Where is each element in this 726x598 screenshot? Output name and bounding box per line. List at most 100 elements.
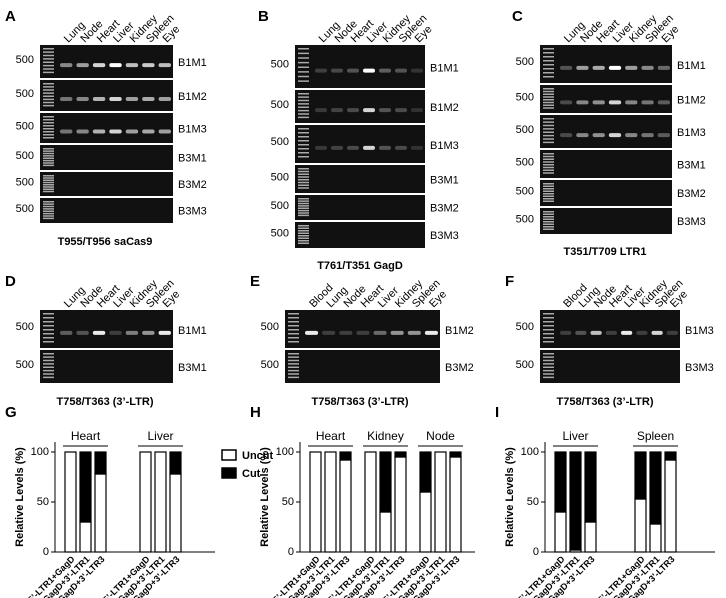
- band: [363, 108, 375, 113]
- ladder-band: [43, 217, 54, 220]
- bar-segment: [554, 511, 567, 553]
- ladder-band: [43, 205, 54, 208]
- gel-row: [40, 172, 173, 196]
- ladder-band: [43, 137, 54, 139]
- gel-row: [295, 90, 425, 123]
- band: [76, 330, 89, 335]
- gel-row: [40, 113, 173, 143]
- band: [560, 133, 573, 138]
- legend-label: Uncut: [242, 450, 274, 462]
- band: [621, 330, 633, 335]
- ladder-band: [543, 72, 554, 74]
- ladder-label: 500: [516, 56, 534, 68]
- ladder-band: [298, 225, 309, 227]
- bar-segment: [419, 491, 432, 553]
- ladder-band: [543, 121, 554, 123]
- ladder-band: [43, 363, 54, 365]
- row-label: B1M3: [178, 123, 207, 135]
- ladder-band: [43, 150, 54, 152]
- band: [608, 65, 622, 70]
- band: [315, 145, 327, 150]
- row-label: B1M1: [178, 57, 207, 69]
- ladder-band: [543, 52, 554, 54]
- ladder-band: [543, 134, 554, 137]
- ladder-band: [43, 208, 54, 210]
- gel-row: [540, 310, 680, 348]
- ladder-band: [43, 366, 54, 368]
- ladder-band: [43, 128, 54, 130]
- bar-segment: [449, 451, 462, 458]
- ladder-band: [298, 148, 309, 150]
- band: [379, 68, 391, 73]
- band: [109, 97, 122, 102]
- ladder-band: [543, 366, 554, 368]
- ladder-band: [43, 175, 54, 177]
- row-label: B1M3: [677, 127, 706, 139]
- group-label: Kidney: [367, 429, 404, 443]
- gel-row: [540, 85, 672, 113]
- ladder-band: [43, 51, 54, 53]
- ladder-band: [43, 122, 54, 124]
- ladder-label: 500: [516, 214, 534, 226]
- ladder-band: [298, 205, 309, 207]
- band: [576, 133, 589, 138]
- row-label: B3M3: [685, 362, 714, 374]
- group-label: Heart: [316, 429, 346, 443]
- ladder-band: [43, 155, 54, 157]
- ladder-label: 500: [271, 172, 289, 184]
- ladder-band: [43, 148, 54, 150]
- band: [657, 65, 670, 70]
- ladder-band: [43, 71, 54, 74]
- band: [395, 145, 407, 150]
- bar-segment: [324, 451, 337, 553]
- ladder-band: [43, 98, 54, 101]
- ladder-band: [543, 356, 554, 358]
- band: [109, 129, 122, 134]
- band: [92, 63, 106, 68]
- gel-row: [40, 45, 173, 78]
- band: [625, 100, 638, 105]
- ladder-label: 500: [261, 321, 279, 333]
- ladder-band: [298, 214, 309, 217]
- group-label: Spleen: [637, 429, 674, 443]
- row-label: B3M2: [445, 362, 474, 374]
- band: [76, 97, 89, 102]
- band: [592, 100, 605, 105]
- gel-row: [40, 145, 173, 170]
- ladder-band: [543, 369, 554, 372]
- ladder-band: [543, 76, 554, 78]
- gel-row: [540, 208, 672, 234]
- gel-row: [40, 310, 173, 348]
- ladder-band: [298, 109, 309, 112]
- bar-segment: [419, 451, 432, 493]
- ladder-band: [43, 186, 54, 188]
- ladder-band: [298, 184, 309, 186]
- ladder-band: [298, 116, 309, 119]
- ladder-band: [43, 61, 54, 63]
- ladder-band: [43, 179, 54, 181]
- ladder-band: [43, 359, 54, 362]
- ladder-band: [543, 131, 554, 133]
- bar-segment: [584, 521, 597, 553]
- band: [125, 330, 139, 335]
- bar-segment: [139, 451, 152, 553]
- band: [158, 63, 171, 68]
- ladder-band: [543, 141, 554, 144]
- band: [142, 129, 155, 134]
- ladder-band: [298, 207, 309, 209]
- ladder-band: [298, 227, 309, 229]
- band: [339, 330, 353, 335]
- bar-segment: [364, 451, 377, 553]
- y-tick-label: 50: [282, 496, 294, 508]
- ladder-band: [288, 369, 299, 372]
- ladder-band: [298, 93, 309, 95]
- row-label: B1M3: [685, 325, 714, 337]
- band: [109, 330, 122, 335]
- ladder-band: [43, 356, 54, 358]
- ladder-label: 500: [516, 124, 534, 136]
- band: [592, 65, 605, 70]
- ladder-band: [288, 321, 299, 323]
- ladder-band: [543, 373, 554, 375]
- gel-row: [540, 180, 672, 206]
- band: [331, 145, 343, 150]
